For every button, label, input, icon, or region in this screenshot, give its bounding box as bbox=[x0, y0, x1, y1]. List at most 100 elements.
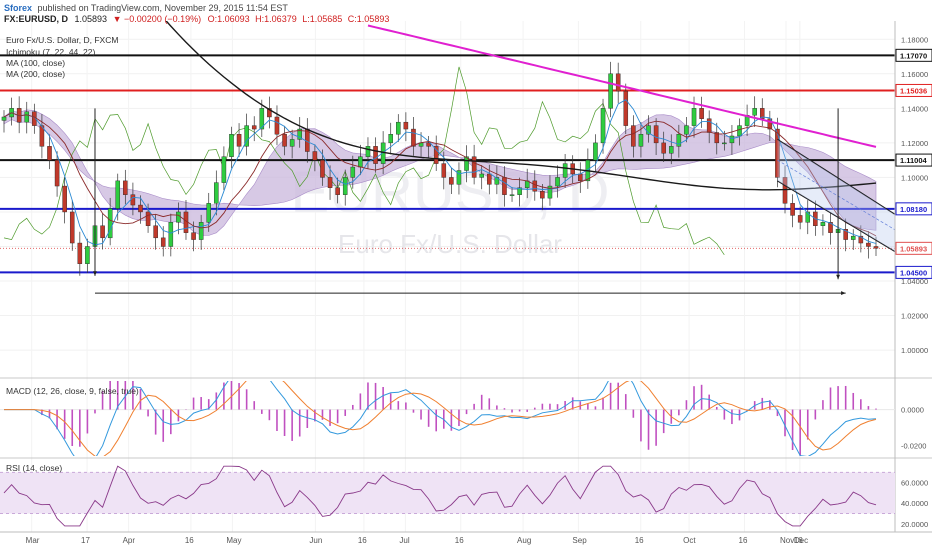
candle-up bbox=[547, 185, 553, 199]
chart-legend: Euro Fx/U.S. Dollar, D, FXCM Ichimoku (7… bbox=[6, 35, 118, 79]
candle-down bbox=[532, 180, 538, 192]
time-projection-arrow-head bbox=[841, 291, 846, 296]
candle-up bbox=[168, 222, 174, 247]
price-tick-label: 1.18000 bbox=[901, 35, 928, 44]
candle-down bbox=[39, 125, 45, 147]
legend-ma200[interactable]: MA (200, close) bbox=[6, 69, 65, 79]
candle-up bbox=[107, 208, 113, 239]
close-value: C:1.05893 bbox=[348, 14, 390, 24]
channel-upper bbox=[777, 138, 895, 216]
candle-up bbox=[509, 194, 515, 196]
candle-up bbox=[722, 142, 727, 145]
candle-down bbox=[403, 121, 409, 130]
candle-down bbox=[699, 108, 704, 119]
candle-up bbox=[229, 134, 234, 157]
time-tick-label: 16 bbox=[739, 536, 748, 545]
candle-down bbox=[623, 90, 629, 126]
time-tick-label: Apr bbox=[123, 536, 136, 545]
time-tick-label: Aug bbox=[517, 536, 531, 545]
candle-up bbox=[206, 203, 211, 223]
candle-down bbox=[858, 235, 864, 244]
macd-tick-label: 0.0000 bbox=[901, 406, 924, 415]
macd-pane[interactable] bbox=[0, 356, 895, 465]
macd-legend[interactable]: MACD (12, 26, close, 9, false, true) bbox=[6, 386, 139, 396]
candle-down bbox=[714, 132, 720, 144]
candle-up bbox=[676, 134, 682, 147]
candle-up bbox=[494, 177, 500, 185]
price-tick-label: 1.02000 bbox=[901, 312, 928, 321]
candle-down bbox=[540, 191, 545, 199]
rsi-legend[interactable]: RSI (14, close) bbox=[6, 463, 62, 473]
header-line: Sforex published on TradingView.com, Nov… bbox=[4, 3, 288, 13]
measure-arrow-left-head bbox=[93, 271, 97, 276]
candle-down bbox=[54, 159, 60, 187]
level-tag bbox=[895, 153, 932, 167]
candle-down bbox=[123, 180, 128, 195]
candle-up bbox=[638, 134, 644, 147]
candle-down bbox=[191, 232, 196, 240]
publisher-name[interactable]: Sforex bbox=[4, 3, 32, 13]
legend-ichimoku[interactable]: Ichimoku (7, 22, 44, 22) bbox=[6, 47, 95, 57]
candle-down bbox=[373, 146, 378, 164]
candle-up bbox=[805, 211, 811, 223]
candle-down bbox=[130, 194, 136, 206]
high-value: H:1.06379 bbox=[255, 14, 297, 24]
legend-ma100[interactable]: MA (100, close) bbox=[6, 58, 65, 68]
candle-up bbox=[85, 246, 90, 264]
time-axis[interactable]: Mar 17 Apr 16 May Jun 16 Jul 16 Aug Sep 16 Oct 16 Nov 1… bbox=[26, 536, 808, 545]
candle-down bbox=[153, 225, 158, 239]
candle-up bbox=[176, 211, 181, 223]
chikou-line bbox=[3, 66, 725, 255]
rsi-pane[interactable] bbox=[0, 465, 895, 527]
candle-up bbox=[608, 73, 613, 109]
candle-up bbox=[214, 182, 219, 204]
candle-up bbox=[850, 235, 856, 240]
low-value: L:1.05685 bbox=[302, 14, 342, 24]
candle-up bbox=[365, 146, 371, 157]
time-tick-label: 16 bbox=[358, 536, 367, 545]
candle-up bbox=[479, 173, 484, 178]
ma200-line bbox=[367, 24, 877, 148]
time-tick-label: 17 bbox=[81, 536, 90, 545]
candle-down bbox=[47, 146, 52, 161]
published-text: published on TradingView.com, November 2… bbox=[38, 3, 289, 13]
legend-main[interactable]: Euro Fx/U.S. Dollar, D, FXCM bbox=[6, 35, 118, 45]
time-tick-label: Dec bbox=[794, 536, 808, 545]
channel-fill bbox=[777, 139, 895, 252]
time-tick-label: Nov bbox=[780, 536, 794, 545]
candle-up bbox=[358, 156, 363, 168]
candle-up bbox=[729, 135, 735, 144]
time-tick-label: 16 bbox=[794, 536, 803, 545]
candle-up bbox=[737, 125, 742, 137]
price-axis[interactable]: 1.180001.160001.140001.120001.100001.080… bbox=[895, 35, 932, 529]
level-tag-label: 1.05893 bbox=[900, 244, 927, 253]
candle-up bbox=[820, 222, 826, 226]
candle-down bbox=[160, 237, 166, 247]
price-tick-label: 1.12000 bbox=[901, 139, 928, 148]
price-tick-label: 1.10000 bbox=[901, 173, 928, 182]
candle-down bbox=[145, 211, 151, 226]
candle-up bbox=[115, 180, 121, 209]
symbol-line: FX:EURUSD, D 1.05893 ▼ −0.00200 (−0.19%)… bbox=[4, 14, 389, 24]
candle-down bbox=[782, 177, 788, 204]
candle-up bbox=[244, 125, 249, 147]
measure-arrow-right-head bbox=[836, 274, 841, 280]
candle-up bbox=[517, 187, 522, 195]
candle-down bbox=[138, 204, 143, 213]
symbol-label: FX:EURUSD, D bbox=[4, 14, 69, 24]
candle-down bbox=[411, 128, 416, 147]
candle-up bbox=[289, 139, 295, 147]
macd-signal-line bbox=[4, 381, 877, 456]
time-tick-label: 16 bbox=[635, 536, 644, 545]
candle-up bbox=[456, 170, 462, 185]
candle-down bbox=[312, 151, 318, 161]
candle-down bbox=[327, 177, 333, 188]
candle-down bbox=[236, 134, 242, 147]
candle-down bbox=[653, 125, 659, 144]
candle-up bbox=[396, 121, 401, 135]
candle-up bbox=[297, 128, 302, 140]
chikou-span-line bbox=[3, 66, 725, 255]
candle-down bbox=[274, 116, 280, 135]
moving-averages bbox=[3, 21, 877, 246]
